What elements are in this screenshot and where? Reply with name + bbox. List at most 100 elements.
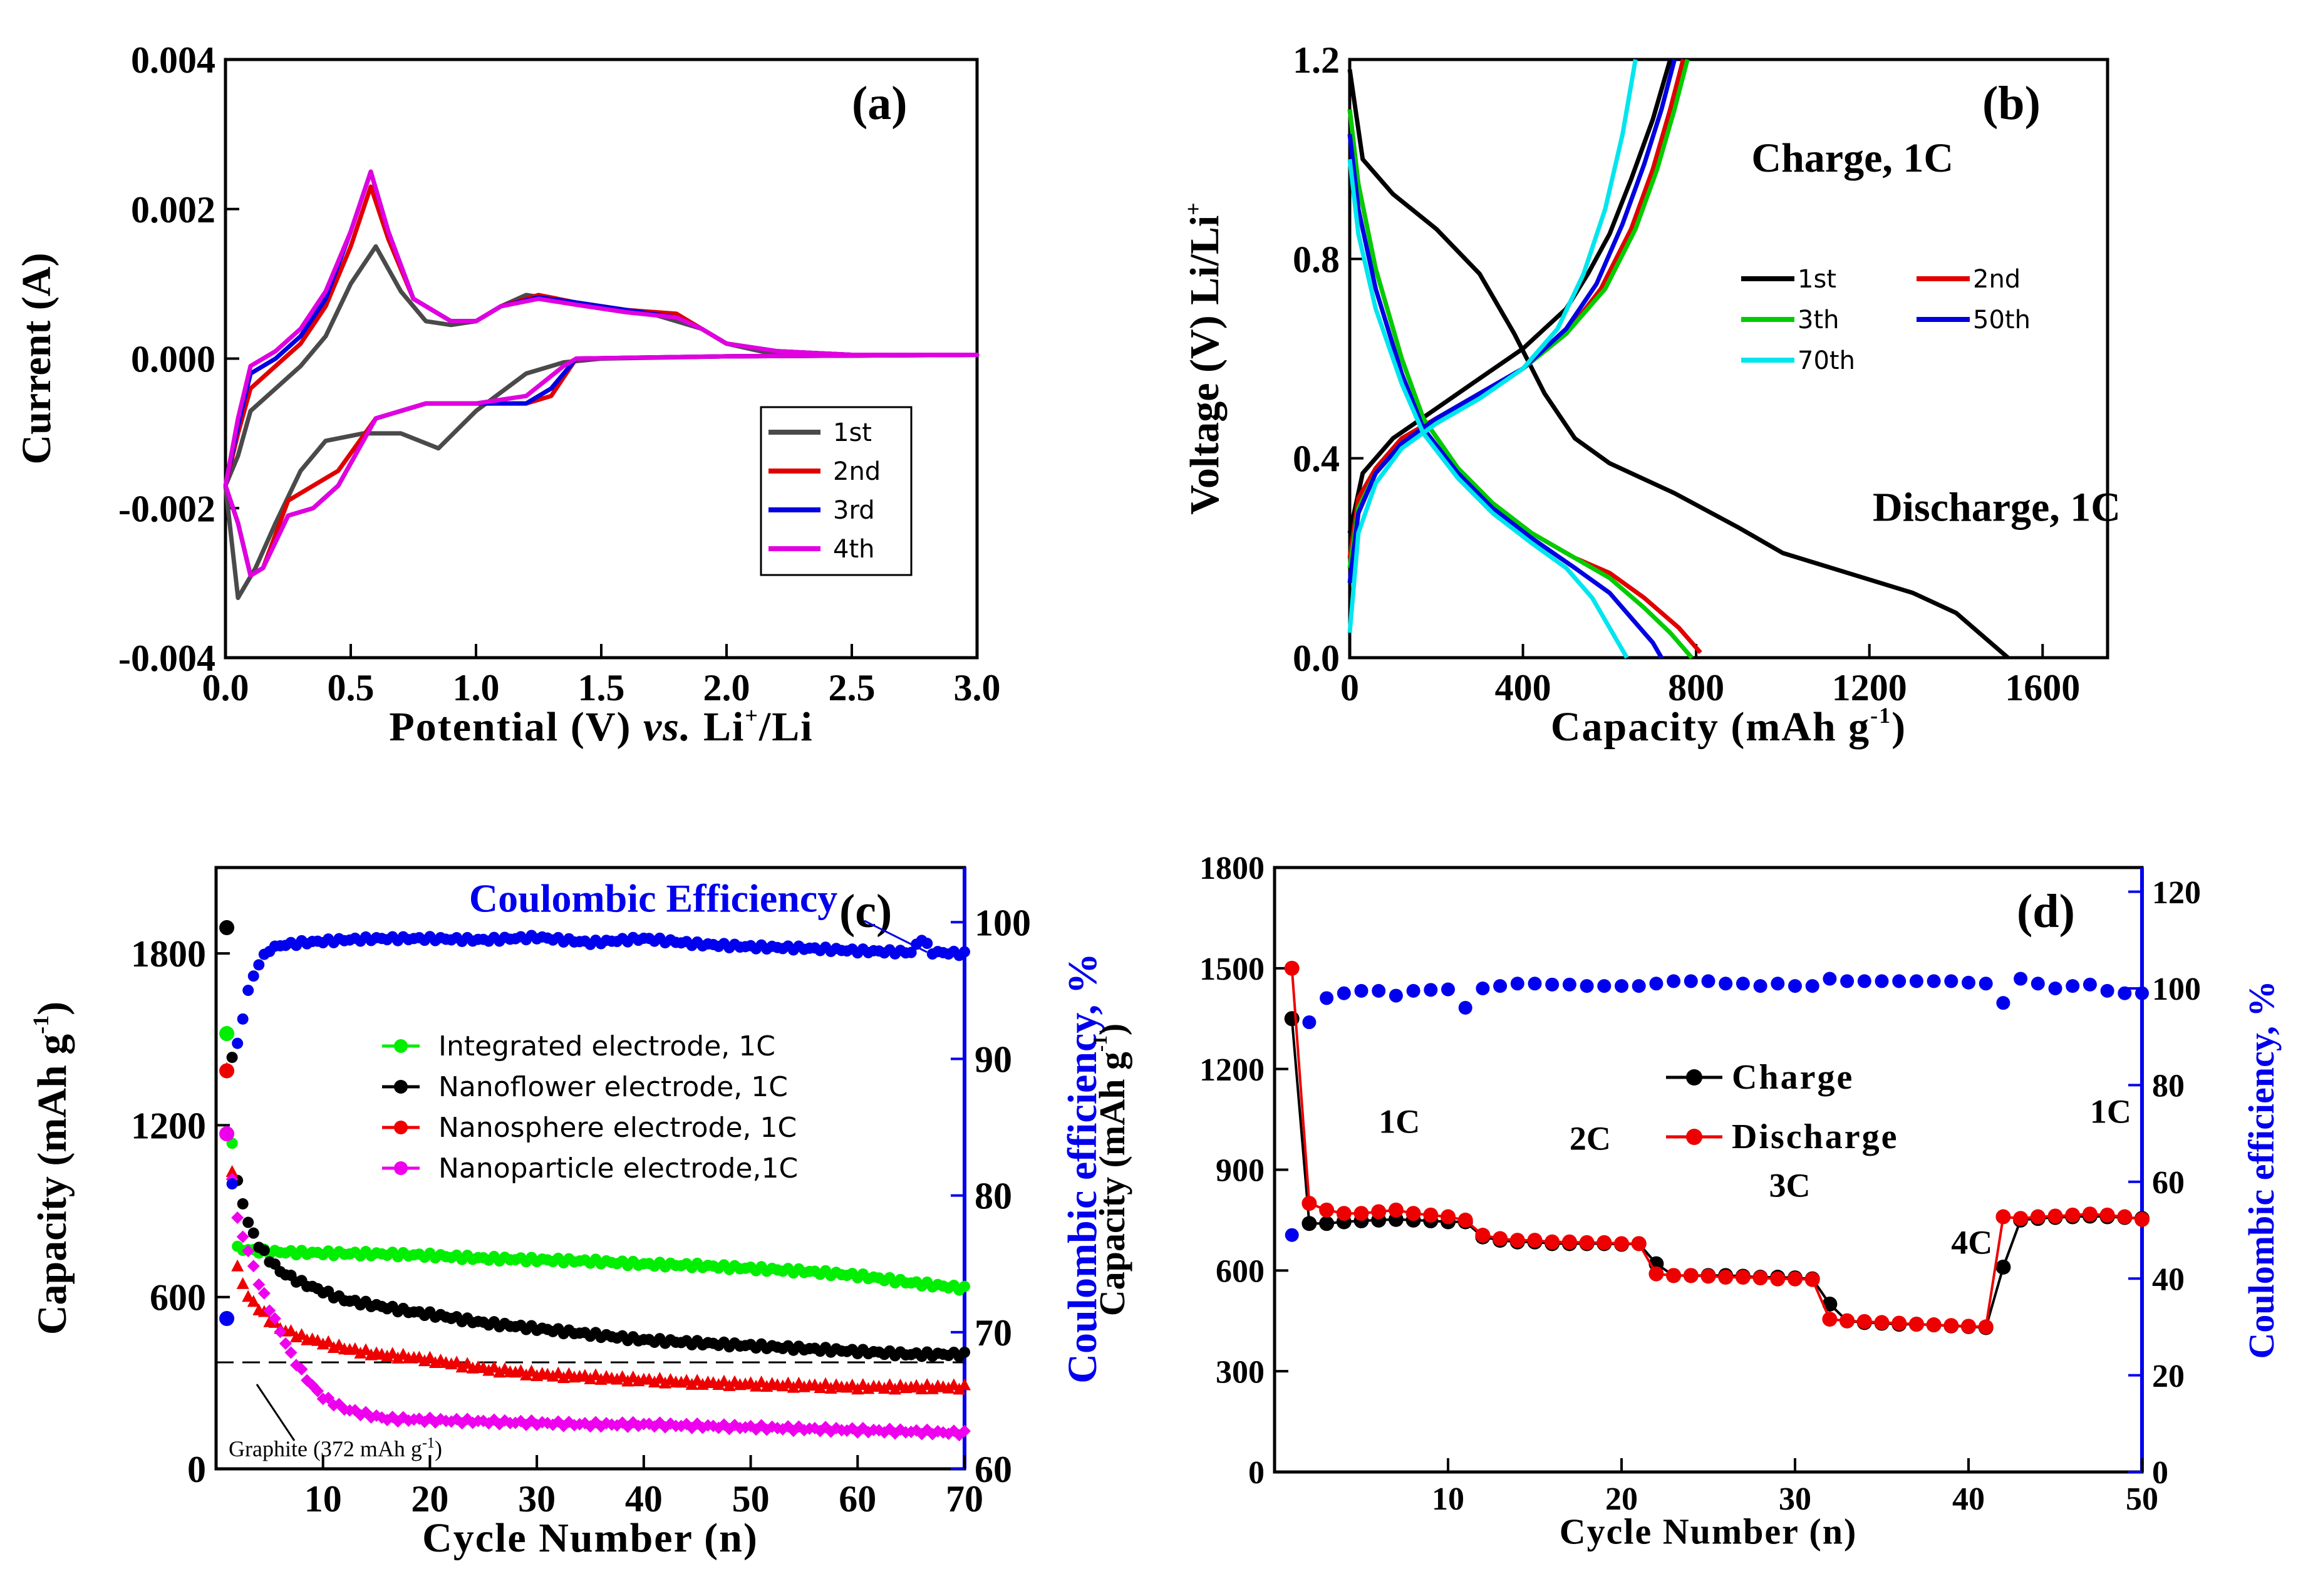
data-point xyxy=(1423,1207,1439,1223)
x-tick-label: 20 xyxy=(1605,1481,1638,1517)
series-line-1st-charge xyxy=(1347,59,1673,534)
data-point xyxy=(1840,1313,1855,1329)
y2-axis-title: Coulombic efficiency, % xyxy=(2241,980,2282,1359)
data-point xyxy=(258,1245,270,1257)
data-point xyxy=(584,1372,597,1384)
data-point xyxy=(237,1013,249,1025)
data-point xyxy=(295,1363,308,1376)
y-tick-label: 0 xyxy=(1248,1455,1265,1491)
data-point xyxy=(1961,1319,1976,1334)
data-point xyxy=(1545,977,1560,992)
y2-tick-label: 100 xyxy=(2152,972,2201,1007)
data-point xyxy=(750,1379,763,1392)
legend-label: Charge xyxy=(1732,1058,1854,1097)
y2-tick-label: 40 xyxy=(2152,1262,2185,1297)
series-line-3th-discharge xyxy=(1347,109,1694,660)
data-point xyxy=(1579,1235,1595,1250)
data-point xyxy=(455,1360,468,1373)
legend-label: 3rd xyxy=(833,496,875,525)
data-point xyxy=(1735,1270,1751,1285)
data-point xyxy=(760,1379,774,1392)
panel-label: (c) xyxy=(839,885,892,938)
x-tick-label: 10 xyxy=(1432,1481,1464,1517)
data-point xyxy=(1457,1212,1473,1228)
legend-swatch-marker xyxy=(1686,1069,1702,1086)
data-point xyxy=(1336,1206,1352,1221)
x-axis-title: Cycle Number (n) xyxy=(1560,1511,1858,1552)
y2-tick-label: 20 xyxy=(2152,1359,2185,1394)
data-point xyxy=(1683,1268,1699,1283)
y2-tick-label: 0 xyxy=(2152,1455,2168,1491)
data-point xyxy=(1788,1271,1803,1287)
data-point xyxy=(958,1378,971,1391)
data-point xyxy=(1995,1209,2011,1225)
x-tick-label: 30 xyxy=(518,1478,556,1520)
series-Nanoparticle electrode,1C xyxy=(219,1126,971,1442)
data-point-first xyxy=(219,920,235,935)
panel-label: (b) xyxy=(1982,77,2041,130)
series-Discharge xyxy=(1284,960,2150,1335)
data-point xyxy=(2030,1209,2046,1225)
y2-tick-label: 60 xyxy=(2152,1165,2185,1201)
data-point xyxy=(1753,979,1767,993)
x-axis-title: Potential (V) vs. Li+/Li xyxy=(389,703,813,750)
data-point xyxy=(1337,986,1351,1000)
data-point xyxy=(1874,1315,1890,1330)
data-point xyxy=(621,1374,634,1387)
data-point xyxy=(226,1178,238,1190)
data-point xyxy=(1805,979,1819,993)
data-point xyxy=(1528,977,1542,991)
y-tick-label: 1200 xyxy=(131,1105,206,1146)
data-point xyxy=(1856,1314,1872,1329)
data-point xyxy=(253,959,265,971)
y2-tick-label: 120 xyxy=(2152,875,2201,911)
data-point xyxy=(1493,979,1508,993)
x-tick-label: 0.0 xyxy=(202,667,249,708)
x-tick-label: 50 xyxy=(732,1478,770,1520)
data-point xyxy=(1302,1015,1317,1030)
data-point xyxy=(232,1037,244,1049)
data-point xyxy=(1891,1315,1907,1331)
data-point xyxy=(905,946,917,958)
y-tick-label: 600 xyxy=(150,1277,206,1319)
data-point xyxy=(594,1372,608,1385)
legend-label: Nanoflower electrode, 1C xyxy=(438,1071,788,1103)
data-point xyxy=(225,1164,239,1177)
legend-label: Discharge xyxy=(1732,1117,1899,1156)
data-point xyxy=(1509,1233,1525,1248)
panel-b: 0 400 800 1200 1600 0.0 0.4 0.8 1.2 (b) Capacity (… xyxy=(1181,39,2121,750)
data-point xyxy=(2134,1211,2150,1227)
x-tick-label: 40 xyxy=(1952,1481,1985,1517)
legend-label: 1st xyxy=(833,418,872,447)
y-tick-label: 900 xyxy=(1216,1153,1265,1189)
legend-label: 50th xyxy=(1973,306,2031,334)
data-point xyxy=(1319,1202,1335,1218)
data-point xyxy=(279,1337,292,1350)
x-tick-label: 1600 xyxy=(2005,667,2080,708)
data-point xyxy=(1771,977,1785,991)
data-point xyxy=(1596,1235,1612,1250)
legend-label: 4th xyxy=(833,535,874,564)
x-tick-label: 3.0 xyxy=(954,667,1001,708)
data-point xyxy=(284,1346,298,1359)
x-axis-title: Cycle Number (n) xyxy=(422,1515,758,1561)
data-point xyxy=(391,1351,405,1364)
data-point xyxy=(1700,1268,1716,1284)
data-point xyxy=(2100,983,2114,998)
data-point xyxy=(2031,977,2045,991)
data-point xyxy=(482,1364,495,1376)
data-point xyxy=(1788,979,1802,993)
y-tick-label: 0 xyxy=(187,1449,206,1490)
series-line-70th-charge xyxy=(1347,59,1638,633)
data-point xyxy=(2082,1206,2098,1222)
data-point xyxy=(1354,983,1369,998)
data-point xyxy=(1371,1204,1387,1220)
y-tick-label: 1500 xyxy=(1199,951,1265,987)
data-point xyxy=(284,1324,298,1337)
y-axis-title: Voltage (V) Li/Li+ xyxy=(1181,202,1228,514)
data-point xyxy=(322,1335,335,1347)
y-tick-label: 0.000 xyxy=(131,339,215,380)
data-point xyxy=(247,970,259,982)
data-point xyxy=(1996,996,2010,1010)
